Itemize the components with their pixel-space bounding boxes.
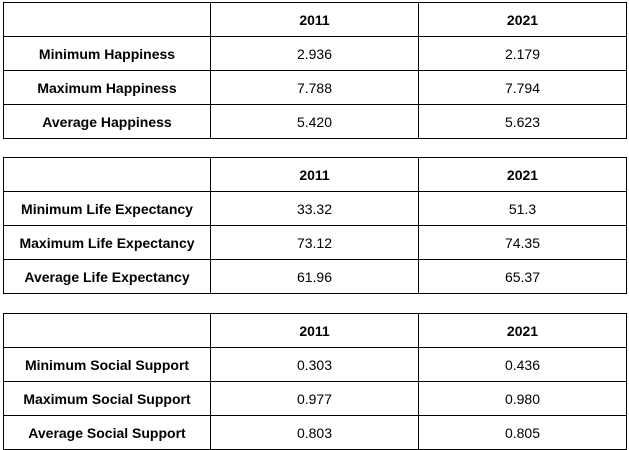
row-label: Average Life Expectancy — [3, 259, 211, 294]
cell-value: 2.179 — [418, 36, 627, 71]
table-row: Minimum Life Expectancy 33.32 51.3 — [3, 191, 627, 226]
cell-value: 0.980 — [418, 381, 627, 416]
row-label: Minimum Life Expectancy — [3, 191, 211, 226]
cell-value: 0.803 — [210, 415, 419, 450]
table-header-row: 2011 2021 — [3, 2, 627, 37]
table-header-row: 2011 2021 — [3, 313, 627, 348]
table-row: Maximum Social Support 0.977 0.980 — [3, 381, 627, 416]
header-cell-year: 2011 — [210, 2, 419, 37]
cell-value: 33.32 — [210, 191, 419, 226]
row-label: Maximum Happiness — [3, 70, 211, 105]
table-row: Minimum Happiness 2.936 2.179 — [3, 36, 627, 71]
table-header-row: 2011 2021 — [3, 157, 627, 192]
row-label: Average Social Support — [3, 415, 211, 450]
cell-value: 5.420 — [210, 104, 419, 139]
header-cell-empty — [3, 313, 211, 348]
cell-value: 0.805 — [418, 415, 627, 450]
row-label: Maximum Life Expectancy — [3, 225, 211, 260]
life-expectancy-table: 2011 2021 Minimum Life Expectancy 33.32 … — [3, 157, 627, 294]
row-label: Maximum Social Support — [3, 381, 211, 416]
social-support-table: 2011 2021 Minimum Social Support 0.303 0… — [3, 313, 627, 450]
header-cell-empty — [3, 2, 211, 37]
header-cell-year: 2021 — [418, 157, 627, 192]
cell-value: 5.623 — [418, 104, 627, 139]
header-cell-year: 2021 — [418, 313, 627, 348]
table-row: Average Life Expectancy 61.96 65.37 — [3, 259, 627, 294]
header-cell-empty — [3, 157, 211, 192]
cell-value: 7.794 — [418, 70, 627, 105]
cell-value: 0.303 — [210, 347, 419, 382]
happiness-table: 2011 2021 Minimum Happiness 2.936 2.179 … — [3, 2, 627, 139]
table-row: Minimum Social Support 0.303 0.436 — [3, 347, 627, 382]
cell-value: 74.35 — [418, 225, 627, 260]
header-cell-year: 2021 — [418, 2, 627, 37]
row-label: Minimum Happiness — [3, 36, 211, 71]
table-row: Average Social Support 0.803 0.805 — [3, 415, 627, 450]
cell-value: 0.436 — [418, 347, 627, 382]
cell-value: 2.936 — [210, 36, 419, 71]
cell-value: 51.3 — [418, 191, 627, 226]
table-row: Average Happiness 5.420 5.623 — [3, 104, 627, 139]
row-label: Minimum Social Support — [3, 347, 211, 382]
cell-value: 0.977 — [210, 381, 419, 416]
row-label: Average Happiness — [3, 104, 211, 139]
header-cell-year: 2011 — [210, 313, 419, 348]
header-cell-year: 2011 — [210, 157, 419, 192]
table-row: Maximum Life Expectancy 73.12 74.35 — [3, 225, 627, 260]
cell-value: 61.96 — [210, 259, 419, 294]
table-row: Maximum Happiness 7.788 7.794 — [3, 70, 627, 105]
cell-value: 73.12 — [210, 225, 419, 260]
cell-value: 65.37 — [418, 259, 627, 294]
cell-value: 7.788 — [210, 70, 419, 105]
